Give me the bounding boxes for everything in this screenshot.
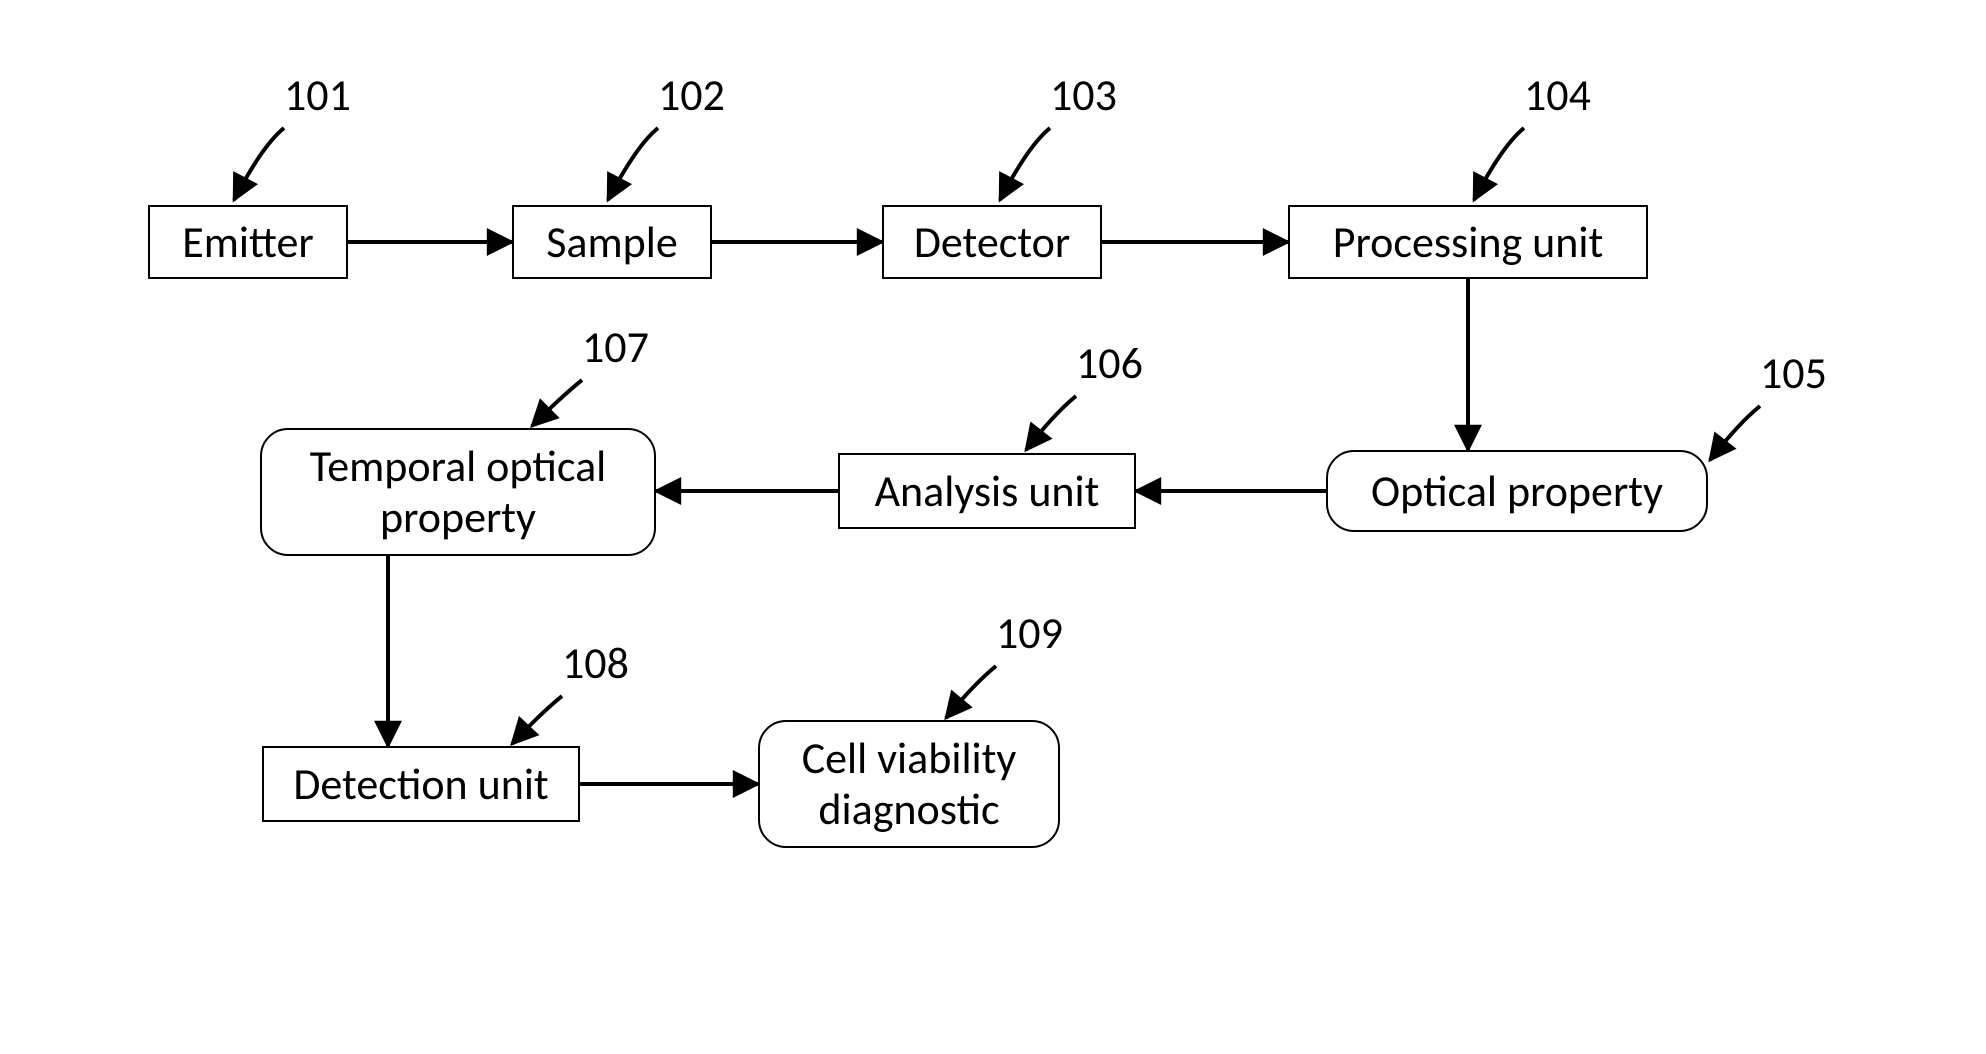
callout-label-109: 109: [996, 606, 1063, 660]
node-label-n107: Temporal optical property: [310, 441, 607, 542]
node-label-n102: Sample: [546, 217, 678, 268]
node-n104: Processing unit: [1288, 205, 1648, 279]
node-label-n101: Emitter: [182, 217, 313, 268]
node-n101: Emitter: [148, 205, 348, 279]
node-label-n109: Cell viability diagnostic: [802, 733, 1017, 834]
node-n107: Temporal optical property: [260, 428, 656, 556]
node-n106: Analysis unit: [838, 453, 1136, 529]
callout-label-105: 105: [1760, 346, 1827, 400]
callout-label-106: 106: [1076, 336, 1143, 390]
node-label-n103: Detector: [914, 217, 1070, 268]
callout-label-104: 104: [1524, 68, 1591, 122]
callout-label-102: 102: [658, 68, 725, 122]
callout-label-101: 101: [284, 68, 351, 122]
node-label-n105: Optical property: [1371, 466, 1663, 517]
callout-label-107: 107: [582, 320, 649, 374]
callout-arrow-101: [234, 128, 284, 200]
node-n108: Detection unit: [262, 746, 580, 822]
node-n109: Cell viability diagnostic: [758, 720, 1060, 848]
callout-label-108: 108: [562, 636, 629, 690]
callout-arrow-103: [1000, 128, 1050, 200]
node-label-n108: Detection unit: [293, 759, 548, 810]
callout-arrow-106: [1026, 396, 1076, 450]
node-label-n104: Processing unit: [1333, 217, 1603, 268]
callout-arrow-105: [1710, 406, 1760, 460]
diagram-canvas: Emitter Sample Detector Processing unit Opti…: [0, 0, 1986, 1054]
callout-arrow-102: [608, 128, 658, 200]
node-n102: Sample: [512, 205, 712, 279]
node-n103: Detector: [882, 205, 1102, 279]
callout-arrow-109: [946, 666, 996, 718]
node-label-n106: Analysis unit: [875, 466, 1100, 517]
callout-arrow-108: [512, 696, 562, 744]
callout-arrow-107: [532, 380, 582, 426]
callout-arrow-104: [1474, 128, 1524, 200]
node-n105: Optical property: [1326, 450, 1708, 532]
callout-label-103: 103: [1050, 68, 1117, 122]
